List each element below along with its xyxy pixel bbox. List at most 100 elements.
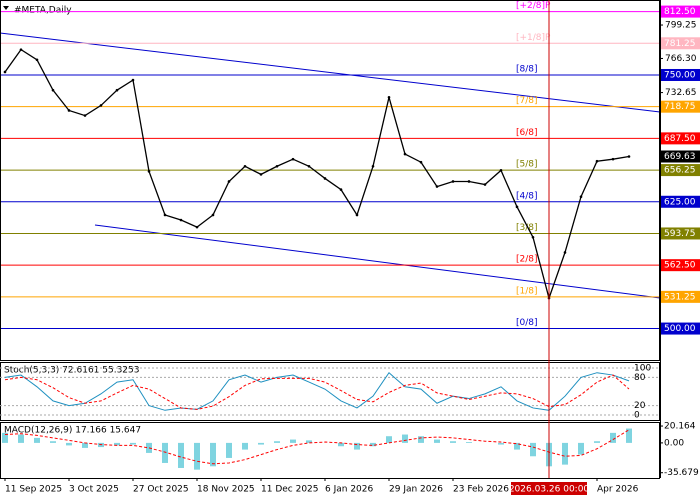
price-tag: [661, 5, 700, 18]
macd-bar: [418, 436, 424, 443]
channel-lower: [94, 224, 661, 299]
level-label: [1/8]: [516, 286, 538, 296]
macd-bar: [578, 442, 584, 455]
level-label: [4/8]: [516, 191, 538, 201]
macd-bar: [386, 436, 392, 443]
price-point: [323, 177, 327, 180]
macd-bar: [498, 442, 504, 445]
price-point: [483, 183, 487, 186]
price-point: [179, 218, 183, 222]
price-point: [19, 48, 23, 51]
macd-bar: [194, 442, 200, 470]
x-tick-label: 3 Oct 2025: [69, 485, 119, 495]
last-price-label: 669.63: [664, 152, 696, 162]
stoch-line: [4, 374, 630, 410]
macd-bar: [450, 441, 456, 443]
price-tag: [661, 227, 700, 240]
x-tick-label: 18 Nov 2025: [197, 485, 255, 495]
price-tag-label: 781.25: [664, 39, 696, 49]
macd-bar: [562, 442, 568, 465]
price-line: [4, 48, 630, 301]
price-point: [451, 180, 455, 183]
macd-bar: [306, 440, 312, 443]
stoch-tick-label: 20: [634, 401, 646, 411]
level-label: [3/8]: [516, 223, 538, 233]
price-point: [67, 109, 71, 112]
macd-bar: [114, 442, 120, 446]
stoch-tick-label: 0: [634, 411, 640, 421]
chart-title: #META,Daily: [14, 6, 72, 16]
price-point: [563, 251, 567, 254]
price-tag-label: 718.75: [664, 102, 696, 112]
level-label: [+1/8]P: [516, 33, 551, 43]
channel-upper: [0, 32, 661, 113]
price-point: [387, 96, 391, 99]
macd-bar: [338, 442, 344, 447]
macd-bar: [66, 442, 72, 446]
price-tag-label: 812.50: [664, 7, 696, 17]
x-tick-label: 11 Dec 2025: [261, 485, 319, 495]
y-tick-label: 766.30: [665, 54, 697, 64]
price-point: [275, 164, 279, 168]
level-label: [+2/8]P: [516, 1, 551, 11]
x-tick-label: 6 Jan 2026: [325, 485, 373, 495]
level-label: [0/8]: [516, 318, 538, 328]
price-point: [99, 104, 103, 107]
macd-bar: [2, 432, 8, 443]
price-point: [355, 213, 359, 217]
macd-bar: [82, 442, 88, 448]
macd-bar: [514, 442, 520, 450]
pane-border: [0, 0, 660, 361]
stoch-title: Stoch(5,3,3) 72.6161 55.3253: [4, 366, 139, 376]
macd-bar: [34, 437, 40, 443]
price-point: [51, 88, 55, 92]
price-point: [195, 225, 199, 229]
price-point: [147, 170, 151, 173]
macd-tick-label: 0.00: [664, 438, 684, 448]
macd-bar: [354, 442, 360, 450]
price-point: [115, 88, 119, 92]
price-tag: [661, 259, 700, 272]
price-point: [515, 205, 519, 209]
price-point: [499, 169, 503, 172]
macd-bar: [290, 439, 296, 443]
macd-bar: [530, 442, 536, 457]
price-point: [419, 160, 423, 164]
macd-bar: [50, 441, 56, 443]
last-price-tag: [661, 150, 700, 163]
price-point: [579, 195, 583, 198]
macd-tick-label: -35.679: [664, 468, 699, 478]
price-point: [371, 164, 375, 168]
price-point: [595, 159, 599, 163]
price-point: [83, 114, 87, 117]
price-tag-label: 531.25: [664, 292, 696, 302]
macd-bar: [226, 442, 232, 458]
macd-bar: [162, 442, 168, 463]
macd-bar: [274, 441, 280, 443]
price-point: [307, 164, 311, 168]
price-tag-label: 625.00: [664, 197, 696, 207]
price-tag: [661, 132, 700, 145]
y-tick-label: 799.25: [665, 21, 697, 31]
stoch-line: [4, 371, 630, 411]
macd-bar: [434, 439, 440, 443]
price-tag-label: 562.50: [664, 261, 696, 271]
price-tag-label: 593.75: [664, 229, 696, 239]
price-tag-label: 750.00: [664, 70, 696, 80]
price-tag: [661, 195, 700, 208]
macd-bar: [594, 441, 600, 443]
pane-border: [0, 422, 660, 479]
macd-bar: [402, 434, 408, 443]
macd-bar: [258, 442, 264, 445]
price-point: [467, 180, 471, 183]
price-tag: [661, 164, 700, 177]
price-point: [243, 164, 247, 168]
level-label: [8/8]: [516, 64, 538, 74]
stoch-tick-label: 80: [634, 373, 646, 383]
price-point: [627, 155, 631, 158]
macd-bar: [466, 442, 472, 443]
macd-title: MACD(12,26,9) 17.166 15.647: [4, 426, 141, 436]
